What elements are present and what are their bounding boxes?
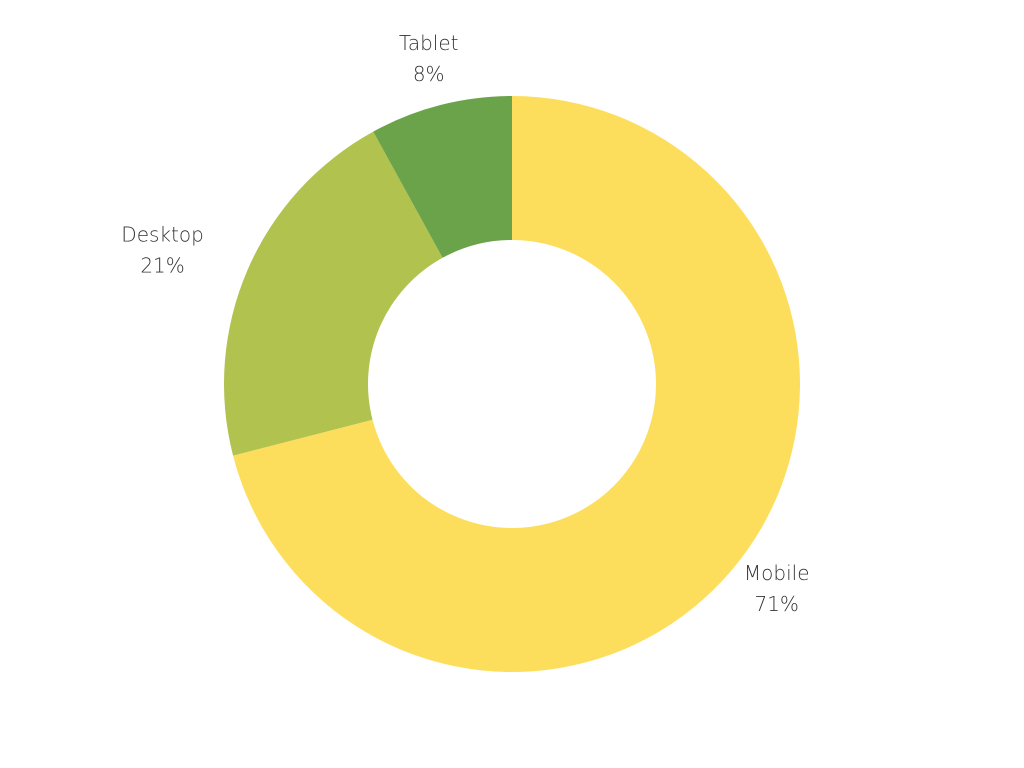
donut-slice [223,131,443,456]
slice-value-label: 71% [754,592,798,616]
slice-label: Tablet [399,31,459,55]
donut-slice [373,96,512,258]
donut-slice [233,96,801,672]
slice-value-label: 8% [413,62,445,86]
slice-value-label: 21% [140,253,184,277]
slice-label: Mobile [744,561,810,585]
slice-label: Desktop [121,222,203,246]
